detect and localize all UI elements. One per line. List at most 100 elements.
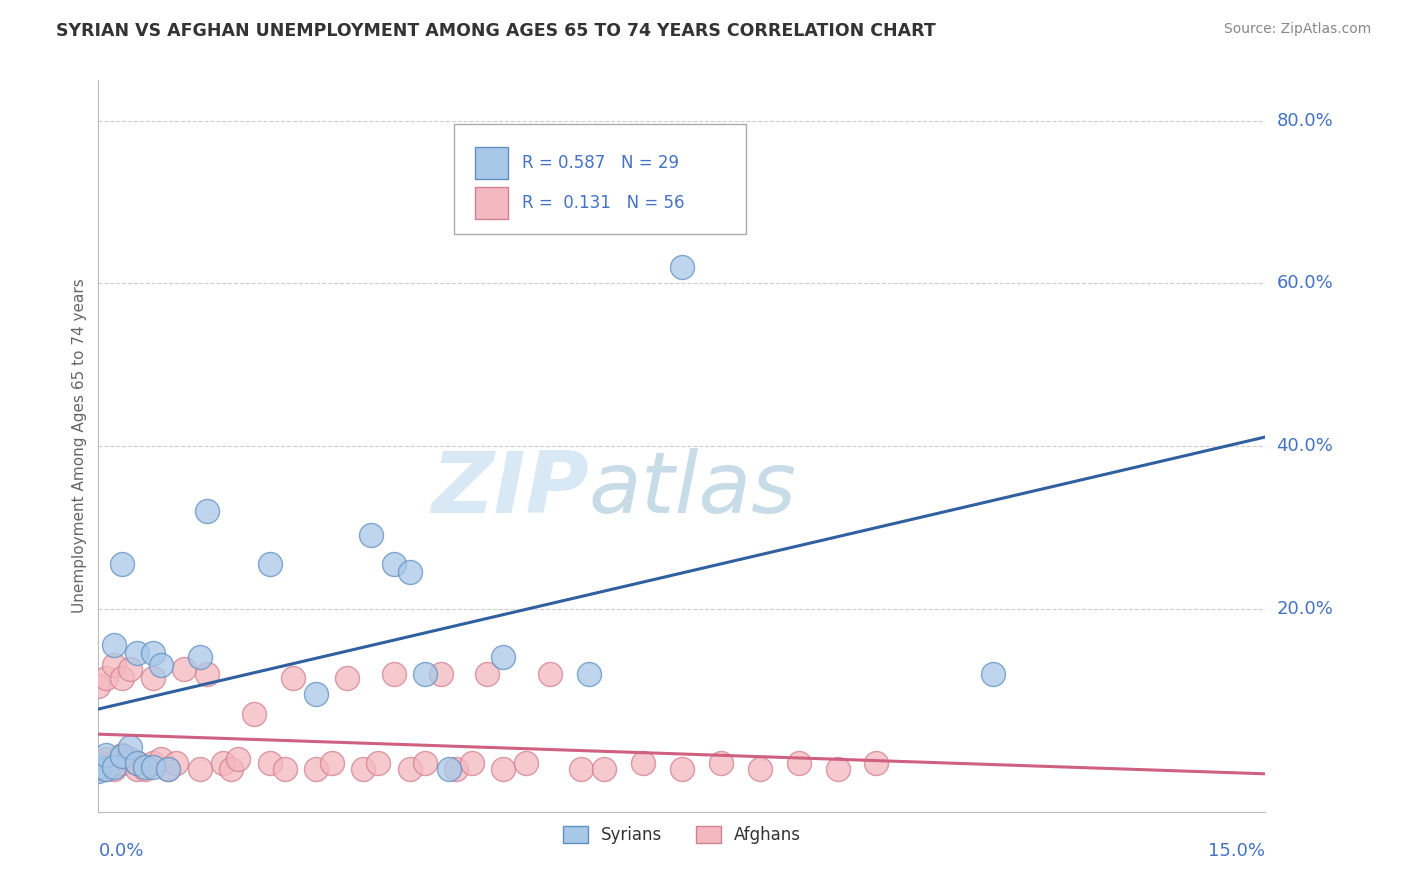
Point	[165, 756, 187, 770]
Point	[188, 763, 211, 777]
Text: 60.0%: 60.0%	[1277, 275, 1333, 293]
Point	[111, 671, 134, 685]
Point	[103, 658, 125, 673]
Point	[492, 650, 515, 665]
Point	[748, 763, 770, 777]
Text: R =  0.131   N = 56: R = 0.131 N = 56	[522, 194, 685, 212]
Point	[142, 760, 165, 774]
Point	[127, 756, 149, 770]
Point	[336, 671, 359, 685]
Point	[173, 663, 195, 677]
Point	[259, 756, 281, 770]
Point	[398, 763, 420, 777]
Point	[787, 756, 810, 770]
Text: R = 0.587   N = 29: R = 0.587 N = 29	[522, 154, 679, 172]
Point	[157, 763, 180, 777]
Point	[87, 764, 110, 778]
Point	[87, 763, 110, 777]
Point	[367, 756, 389, 770]
Point	[195, 504, 218, 518]
Point	[142, 756, 165, 770]
Point	[103, 760, 125, 774]
Point	[382, 557, 405, 571]
Point	[111, 756, 134, 770]
Point	[103, 756, 125, 770]
Point	[360, 528, 382, 542]
Point	[96, 752, 118, 766]
Text: 20.0%: 20.0%	[1277, 599, 1333, 617]
Point	[96, 763, 118, 777]
FancyBboxPatch shape	[475, 147, 508, 179]
Text: 80.0%: 80.0%	[1277, 112, 1333, 130]
Point	[305, 763, 328, 777]
Point	[118, 663, 141, 677]
Point	[111, 747, 134, 762]
Point	[243, 707, 266, 722]
Point	[127, 646, 149, 660]
Point	[593, 763, 616, 777]
Point	[569, 763, 592, 777]
Point	[461, 756, 484, 770]
Point	[195, 666, 218, 681]
Point	[134, 763, 156, 777]
Point	[259, 557, 281, 571]
Point	[103, 763, 125, 777]
Text: Source: ZipAtlas.com: Source: ZipAtlas.com	[1223, 22, 1371, 37]
Legend: Syrians, Afghans: Syrians, Afghans	[557, 820, 807, 851]
Point	[212, 756, 235, 770]
Point	[446, 763, 468, 777]
Point	[103, 638, 125, 652]
Point	[157, 763, 180, 777]
Point	[274, 763, 297, 777]
Point	[96, 747, 118, 762]
Point	[398, 565, 420, 579]
Point	[305, 687, 328, 701]
Point	[127, 756, 149, 770]
Point	[492, 763, 515, 777]
Point	[111, 749, 134, 764]
Point	[87, 760, 110, 774]
Text: atlas: atlas	[589, 449, 797, 532]
Y-axis label: Unemployment Among Ages 65 to 74 years: Unemployment Among Ages 65 to 74 years	[72, 278, 87, 614]
Point	[142, 646, 165, 660]
Point	[710, 756, 733, 770]
FancyBboxPatch shape	[454, 124, 747, 234]
Point	[127, 763, 149, 777]
Point	[538, 666, 561, 681]
Text: 40.0%: 40.0%	[1277, 437, 1333, 455]
Point	[96, 763, 118, 777]
Point	[413, 666, 436, 681]
Point	[671, 763, 693, 777]
Text: ZIP: ZIP	[430, 449, 589, 532]
Point	[827, 763, 849, 777]
Point	[382, 666, 405, 681]
Point	[281, 671, 304, 685]
Point	[188, 650, 211, 665]
FancyBboxPatch shape	[475, 187, 508, 219]
Point	[219, 763, 242, 777]
Point	[437, 763, 460, 777]
Text: 0.0%: 0.0%	[98, 842, 143, 860]
Point	[228, 752, 250, 766]
Point	[149, 752, 172, 766]
Point	[865, 756, 887, 770]
Point	[578, 666, 600, 681]
Point	[477, 666, 499, 681]
Point	[671, 260, 693, 275]
Point	[149, 658, 172, 673]
Point	[631, 756, 654, 770]
Point	[321, 756, 343, 770]
Point	[111, 557, 134, 571]
Text: SYRIAN VS AFGHAN UNEMPLOYMENT AMONG AGES 65 TO 74 YEARS CORRELATION CHART: SYRIAN VS AFGHAN UNEMPLOYMENT AMONG AGES…	[56, 22, 936, 40]
Point	[352, 763, 374, 777]
Text: 15.0%: 15.0%	[1208, 842, 1265, 860]
Point	[515, 756, 537, 770]
Point	[87, 679, 110, 693]
Point	[429, 666, 451, 681]
Point	[118, 739, 141, 754]
Point	[413, 756, 436, 770]
Point	[142, 671, 165, 685]
Point	[87, 756, 110, 770]
Point	[981, 666, 1004, 681]
Point	[96, 671, 118, 685]
